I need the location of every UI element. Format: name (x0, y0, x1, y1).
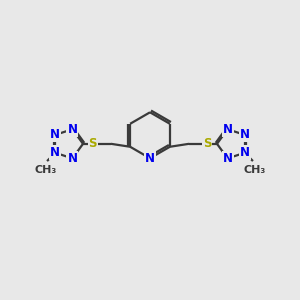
Text: N: N (68, 152, 77, 165)
Text: CH₃: CH₃ (243, 165, 266, 175)
Text: N: N (240, 128, 250, 141)
Text: N: N (223, 152, 232, 165)
Text: N: N (240, 146, 250, 159)
Text: N: N (50, 146, 60, 159)
Text: S: S (88, 137, 97, 150)
Text: S: S (203, 137, 212, 150)
Text: N: N (68, 123, 77, 136)
Text: N: N (145, 152, 155, 165)
Text: N: N (223, 123, 232, 136)
Text: N: N (50, 128, 60, 141)
Text: CH₃: CH₃ (34, 165, 57, 175)
